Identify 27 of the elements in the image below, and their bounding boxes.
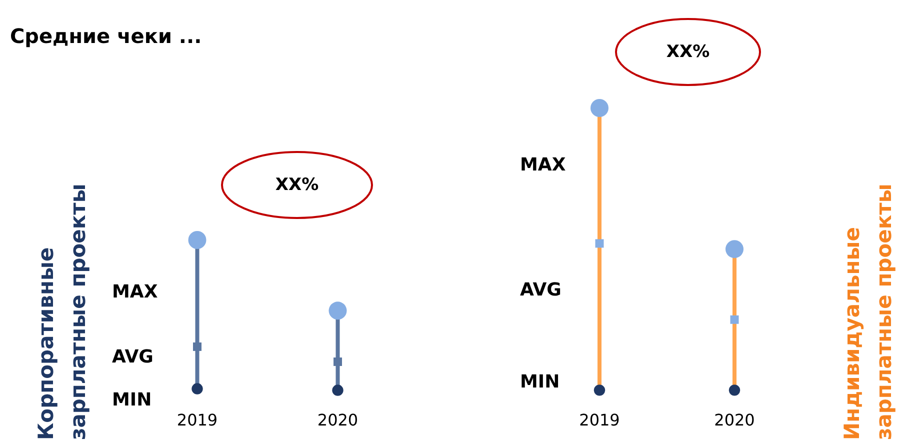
point [192, 383, 203, 394]
point [730, 315, 739, 324]
point [328, 302, 347, 320]
chart-title: Средние чеки ... [10, 24, 202, 48]
point [594, 384, 606, 396]
point [590, 99, 608, 117]
point [334, 357, 342, 366]
y-axis-title: Корпоративные зарплатные проекты [33, 184, 91, 440]
y2-axis-title: Индивидуальные зарплатные проекты [839, 184, 897, 440]
text: AVG [112, 346, 154, 368]
x-tick-label: 2020 [317, 410, 358, 430]
point [595, 239, 604, 248]
point [728, 384, 740, 396]
point [188, 231, 206, 249]
x-tick-label: 2020 [714, 410, 755, 430]
text: AVG [520, 280, 562, 300]
point [193, 342, 202, 351]
text: MAX [520, 154, 566, 176]
text: MAX [112, 282, 158, 302]
text: MIN [112, 390, 152, 410]
x-tick-label: 2019 [176, 410, 218, 430]
point [332, 384, 344, 396]
text: XX% [275, 175, 319, 195]
x-tick-label: 2019 [579, 410, 620, 430]
point [726, 240, 744, 258]
text: XX% [666, 42, 710, 62]
series-label: MIN [520, 372, 560, 392]
